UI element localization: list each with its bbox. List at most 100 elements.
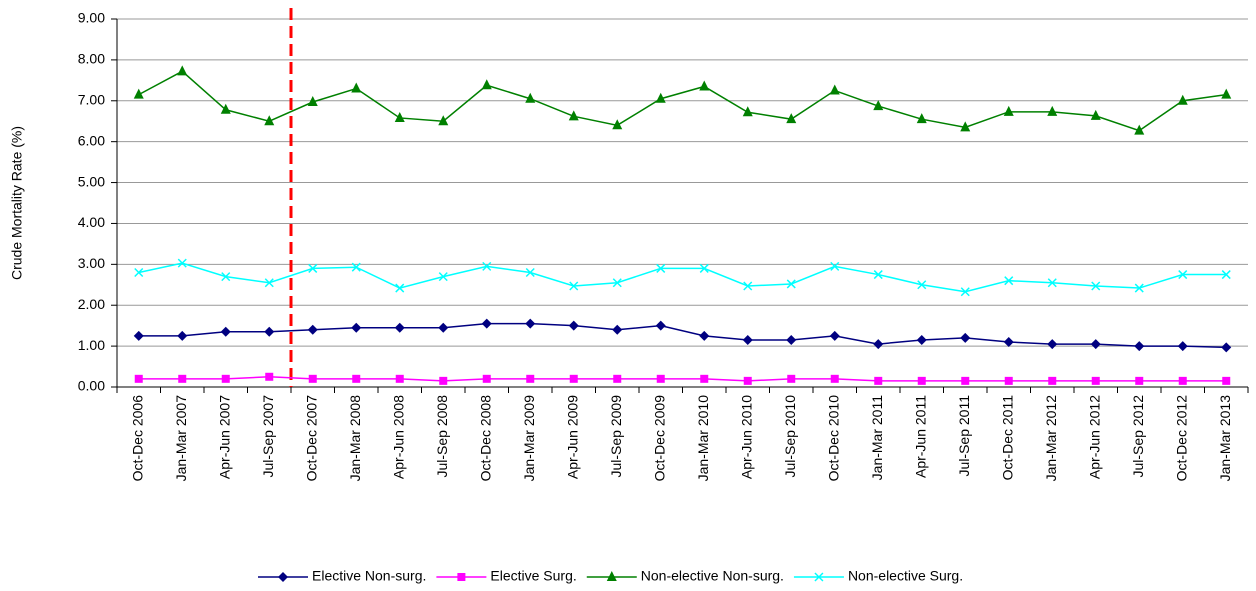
data-point <box>656 374 665 383</box>
data-point <box>1090 339 1101 350</box>
x-tick-label: Apr-Jun 2010 <box>738 395 754 479</box>
data-point <box>699 80 710 91</box>
data-point <box>352 374 361 383</box>
x-tick-label: Jan-Mar 2009 <box>521 395 537 482</box>
x-tick-label: Jul-Sep 2008 <box>434 395 450 478</box>
data-point <box>1047 339 1058 350</box>
legend-label: Elective Non-surg. <box>312 568 426 584</box>
data-point <box>1222 376 1231 385</box>
data-point <box>568 110 579 121</box>
data-point <box>829 84 840 95</box>
y-tick-label: 5.00 <box>78 173 105 189</box>
data-point <box>177 258 187 268</box>
x-tick-label: Jul-Sep 2012 <box>1130 395 1146 478</box>
data-point <box>1221 270 1231 280</box>
y-tick-label: 1.00 <box>78 337 105 353</box>
data-point <box>613 374 622 383</box>
data-point <box>917 280 927 290</box>
data-point <box>394 111 405 122</box>
data-point <box>1134 124 1145 135</box>
y-tick-label: 2.00 <box>78 296 105 312</box>
data-point <box>525 92 536 103</box>
y-tick-label: 6.00 <box>78 132 105 148</box>
data-point <box>1178 376 1187 385</box>
legend-marker <box>457 573 466 581</box>
data-point <box>1177 341 1188 352</box>
y-tick-label: 8.00 <box>78 51 105 67</box>
data-point <box>482 374 491 383</box>
data-point <box>961 376 970 385</box>
data-point <box>656 263 666 273</box>
data-point <box>1004 376 1013 385</box>
x-tick-label: Oct-Dec 2010 <box>825 395 841 482</box>
x-tick-label: Jan-Mar 2012 <box>1043 395 1059 482</box>
data-point <box>786 113 797 124</box>
x-tick-label: Oct-Dec 2012 <box>1173 395 1189 482</box>
data-point <box>655 320 666 331</box>
data-point <box>1004 276 1014 286</box>
y-tick-label: 4.00 <box>78 214 105 230</box>
data-point <box>1221 342 1232 353</box>
data-point <box>960 287 970 297</box>
legend-marker <box>278 572 288 582</box>
data-point <box>700 374 709 383</box>
data-point <box>612 324 623 335</box>
data-point <box>742 106 753 117</box>
x-tick-label: Jul-Sep 2011 <box>956 395 972 477</box>
x-tick-label: Jan-Mar 2007 <box>173 395 189 482</box>
y-tick-label: 7.00 <box>78 91 105 107</box>
data-point <box>438 322 449 333</box>
data-point <box>525 267 535 278</box>
data-point <box>178 374 187 383</box>
data-point <box>220 103 231 114</box>
data-point <box>1091 376 1100 385</box>
data-point <box>134 374 143 383</box>
data-point <box>394 322 405 333</box>
data-point <box>1221 88 1232 99</box>
data-point <box>916 334 927 345</box>
data-point <box>1003 337 1014 348</box>
series-line <box>138 70 1227 132</box>
series-line <box>138 322 1227 349</box>
data-point <box>1134 283 1144 293</box>
data-point <box>830 261 840 271</box>
data-point <box>526 374 535 383</box>
x-tick-label: Apr-Jun 2007 <box>216 395 232 479</box>
data-point <box>307 324 318 335</box>
data-point <box>612 119 623 130</box>
legend-label: Non-elective Surg. <box>848 568 963 584</box>
x-tick-label: Jul-Sep 2009 <box>608 395 624 478</box>
data-point <box>830 374 839 383</box>
data-point <box>177 65 188 76</box>
data-point <box>569 374 578 383</box>
y-tick-label: 3.00 <box>78 255 105 271</box>
legend-label: Elective Surg. <box>490 568 576 584</box>
x-tick-label: Jul-Sep 2010 <box>782 395 798 478</box>
data-point <box>351 82 362 93</box>
data-point <box>308 374 317 383</box>
data-point <box>481 318 492 329</box>
y-tick-label: 9.00 <box>78 10 105 26</box>
data-point <box>787 374 796 383</box>
legend-label: Non-elective Non-surg. <box>641 568 784 584</box>
x-tick-label: Oct-Dec 2006 <box>129 395 145 482</box>
data-point <box>655 92 666 103</box>
data-point <box>1177 94 1188 105</box>
data-point <box>133 330 144 341</box>
x-tick-label: Jan-Mar 2013 <box>1217 395 1233 482</box>
data-point <box>873 339 884 350</box>
data-point <box>438 272 448 282</box>
x-tick-label: Jan-Mar 2008 <box>347 395 363 482</box>
data-point <box>264 115 275 126</box>
series-line <box>138 262 1227 293</box>
data-point <box>220 326 231 337</box>
x-tick-label: Jan-Mar 2011 <box>869 395 885 481</box>
data-point <box>612 278 622 288</box>
x-tick-label: Jul-Sep 2007 <box>260 395 276 478</box>
data-point <box>221 272 231 282</box>
data-point <box>1048 376 1057 385</box>
data-point <box>569 281 579 291</box>
data-point <box>395 283 405 293</box>
data-point <box>743 281 753 291</box>
